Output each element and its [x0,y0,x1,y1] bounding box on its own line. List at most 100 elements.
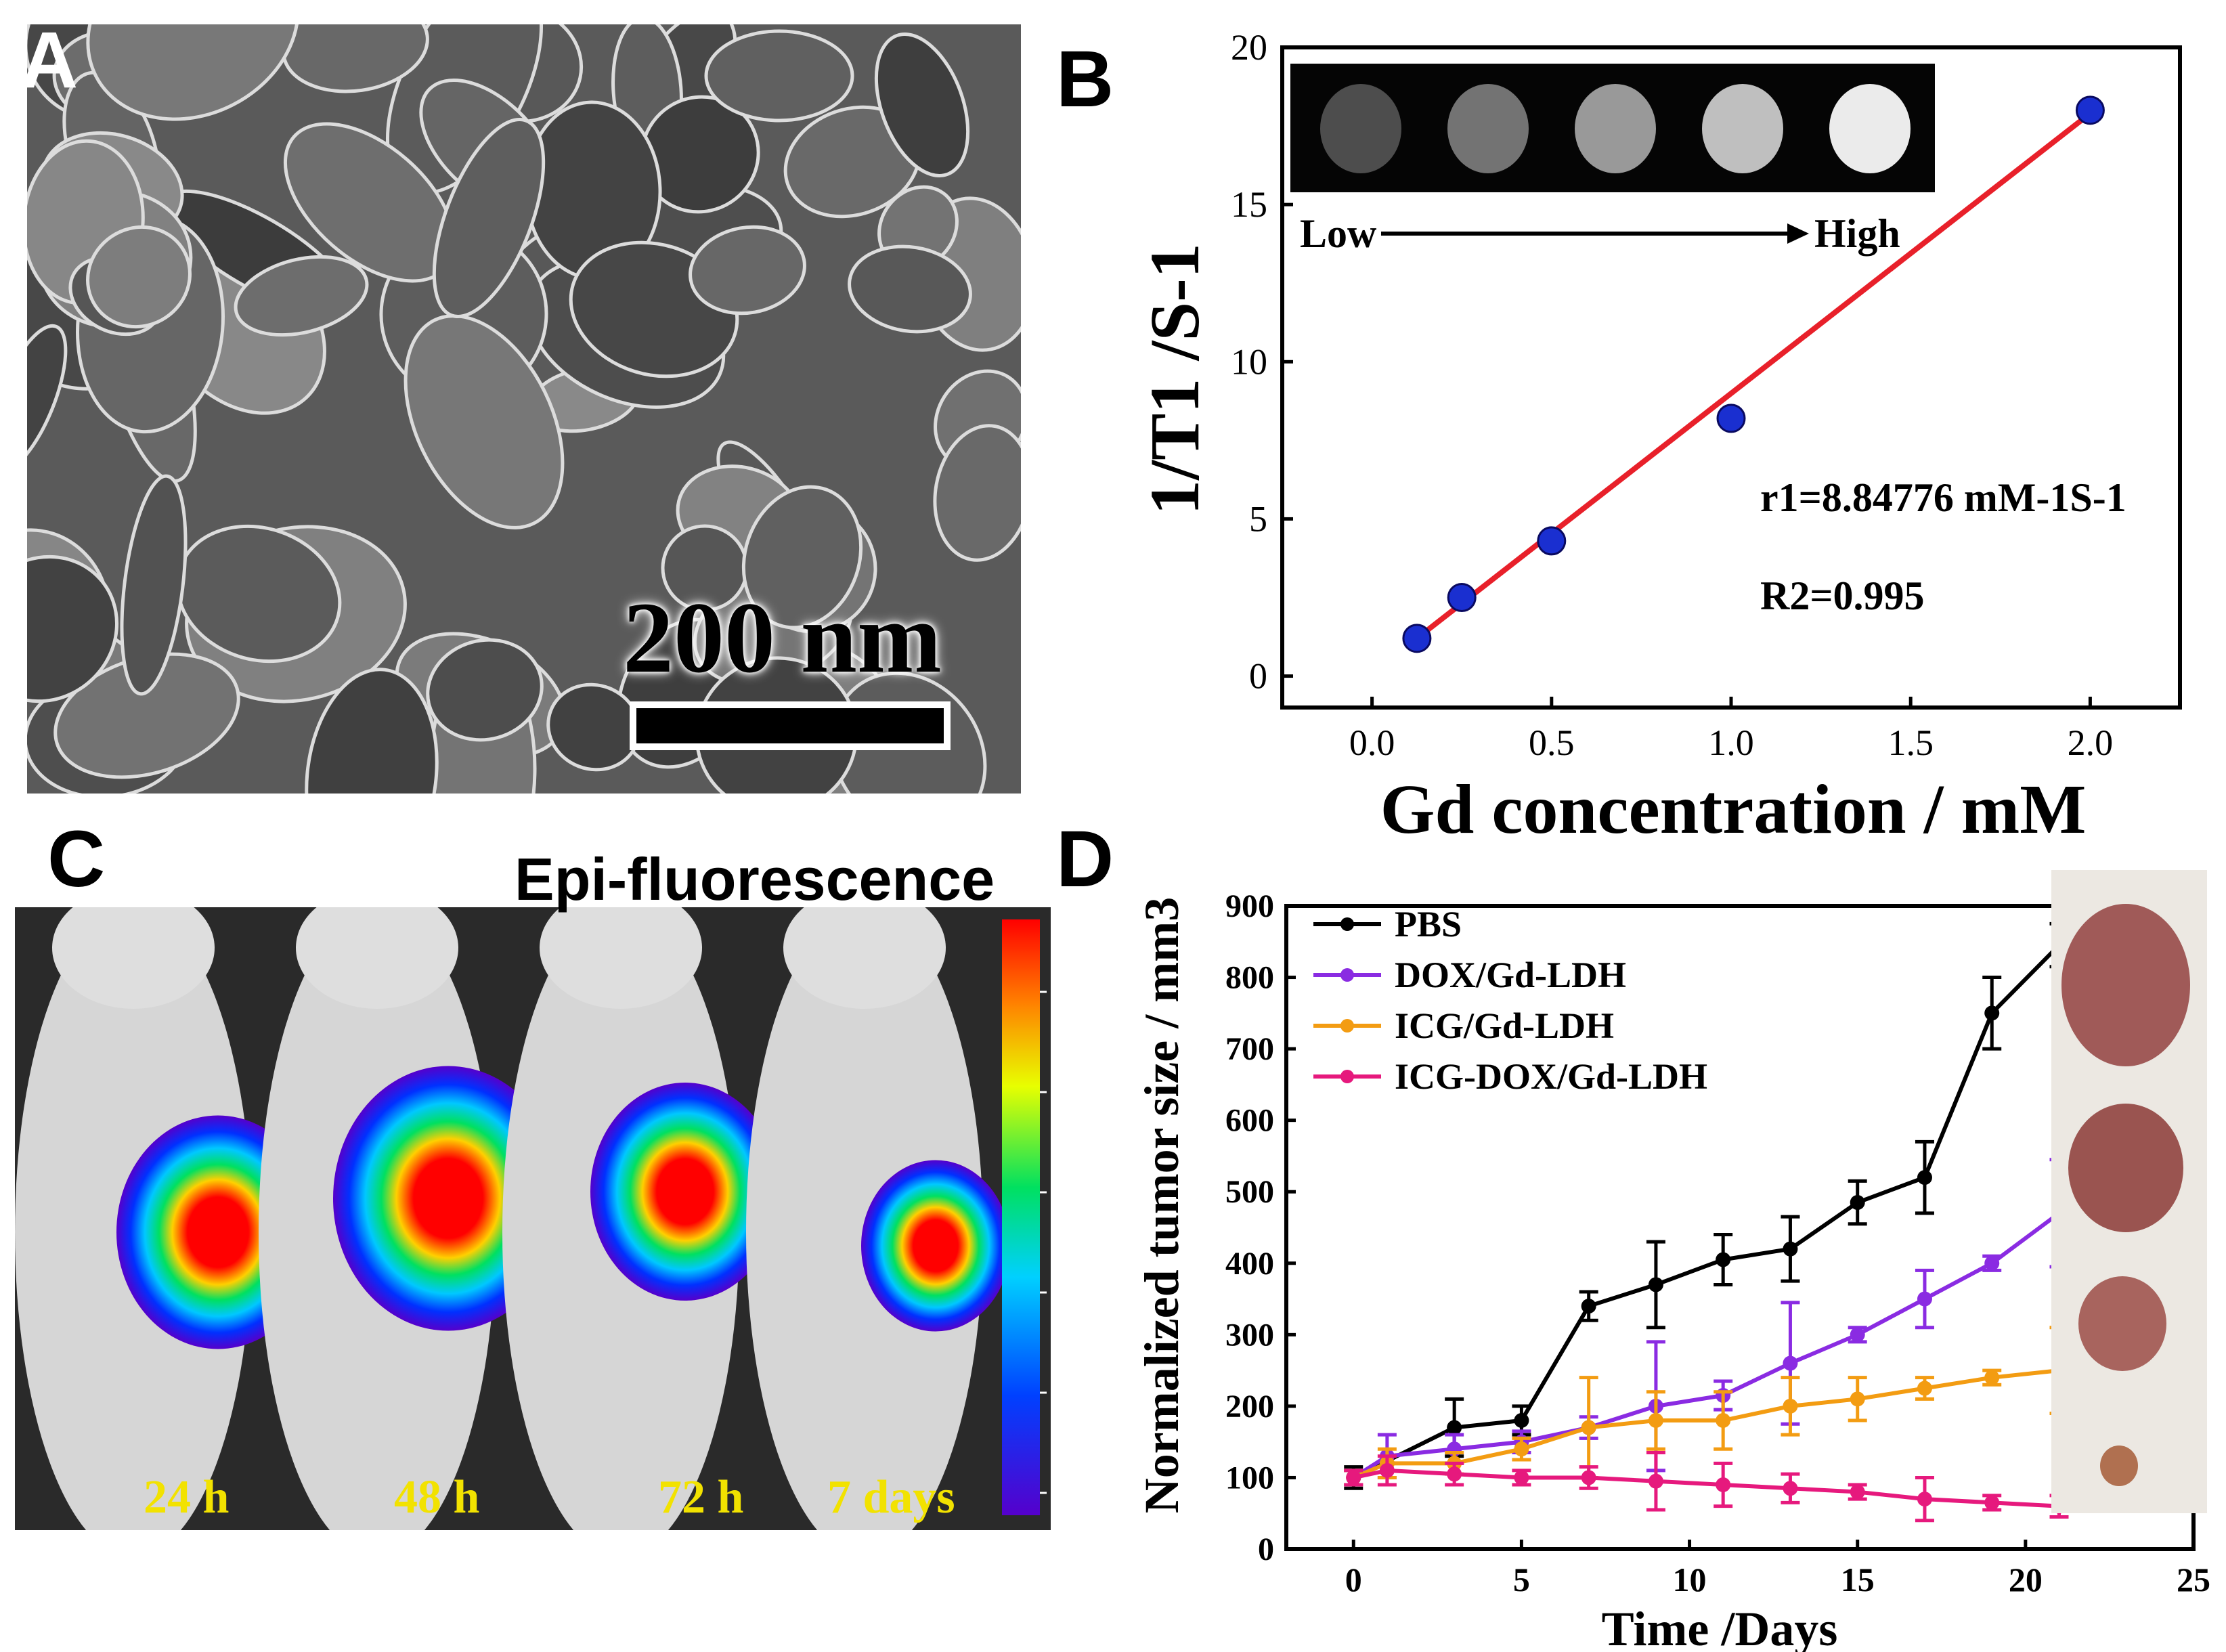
x-tick-label-b: 1.0 [1708,722,1754,763]
x-tick-label-d: 20 [2009,1561,2043,1599]
legend-label: PBS [1395,904,1462,944]
series-line [1353,1368,2059,1480]
x-tick-label-b: 2.0 [2068,722,2114,763]
nanosheet-flake [848,244,972,334]
data-point [1850,1484,1865,1500]
r2-annotation: R2=0.995 [1760,573,1925,618]
arrow-head-icon [1787,223,1809,244]
nanosheet-flake [86,225,192,329]
nanosheet-flake [27,555,118,703]
y-tick-label-d: 600 [1225,1103,1274,1139]
data-point [1783,1355,1798,1371]
y-tick-label-b: 10 [1231,341,1267,382]
x-tick-label-d: 0 [1345,1561,1362,1599]
fluorescence-signal [861,1160,1010,1332]
data-point [1648,1473,1663,1489]
data-point [1984,1005,2000,1021]
data-point [1581,1420,1596,1435]
nanosheet-flake [426,638,544,742]
relaxivity-chart: Low High 0.0 0.5 1.0 1.5 2.0 0 5 10 15 20 r1=8.84… [1136,27,2182,846]
x-tick-label-d: 10 [1673,1561,1707,1599]
data-point [1716,1413,1731,1428]
nanosheet-flake [403,314,565,529]
fit-line [1415,111,2092,641]
panel-label-a: A [20,16,79,105]
legend-label: ICG-DOX/Gd-LDH [1395,1056,1707,1097]
data-point [1447,583,1477,612]
tumor-pbs [2061,904,2190,1066]
data-point [1514,1441,1529,1457]
nanosheet-flake [689,225,806,316]
data-point [2075,95,2105,125]
data-point [1917,1291,1932,1307]
data-point [1648,1413,1663,1428]
data-point [1716,1477,1731,1492]
x-tick-label-d: 25 [2177,1561,2210,1599]
y-tick-label-d: 800 [1225,960,1274,996]
x-tick-label-b: 0.5 [1529,722,1575,763]
y-tick-label-d: 0 [1258,1531,1274,1567]
high-label: High [1814,211,1900,256]
data-point [1917,1381,1932,1396]
colorbar [1002,919,1040,1515]
epi-fluorescence-title: Epi-fluorescence [515,846,995,913]
panel-label-c: C [47,814,106,904]
data-point [1447,1420,1462,1435]
y-axis-title-d: Normalized tumor size / mm3 [1135,897,1189,1513]
y-tick-label-d: 100 [1225,1460,1274,1496]
scale-bar [636,708,944,743]
y-tick-label-b: 0 [1249,656,1267,697]
data-point [1514,1470,1529,1485]
nanosheet-flake [120,474,188,696]
data-point [1850,1327,1865,1343]
fluorescence-signal [590,1083,780,1301]
time-label-24h: 24 h [144,1471,230,1523]
data-point [1716,1252,1731,1267]
fluorescence-image-panel: 24 h 48 h 72 h 7 days [15,907,1051,1530]
mri-spot [1829,84,1911,173]
legend-label: DOX/Gd-LDH [1395,955,1626,995]
data-point [1783,1481,1798,1496]
series-line [1353,1468,2059,1508]
data-point [1850,1195,1865,1211]
mouse-imaging [15,907,1047,1530]
y-tick-label-b: 20 [1231,27,1267,68]
data-point [1346,1470,1361,1485]
scale-bar-label: 200 nm [623,582,942,694]
y-tick-label-d: 500 [1225,1174,1274,1210]
data-point [1716,404,1746,433]
panel-label-d: D [1056,814,1114,904]
y-tick-label-d: 200 [1225,1389,1274,1425]
mri-spot [1447,84,1529,173]
x-tick-label-b: 0.0 [1349,722,1395,763]
x-tick-label-b: 1.5 [1887,722,1934,763]
y-tick-label-b: 5 [1249,498,1267,539]
legend-label: ICG/Gd-LDH [1395,1005,1614,1046]
nanosheet-flake [546,682,641,772]
y-tick-label-d: 400 [1225,1246,1274,1282]
time-label-7days: 7 days [827,1471,955,1523]
nanosheet-flake [86,24,300,121]
series-line [1352,1211,2061,1479]
y-tick-label-d: 300 [1225,1317,1274,1353]
nanosheet-flake [704,29,854,123]
data-point [1447,1466,1462,1482]
data-point [1581,1470,1596,1485]
legend-marker [1340,968,1354,982]
data-point [1850,1391,1865,1407]
mouse-head [296,907,458,1009]
nanosheet-flake [432,117,546,319]
low-label: Low [1300,211,1377,256]
y-axis-title-b: 1/T1 /S-1 [1136,243,1214,515]
nanosheet-flake [741,485,863,630]
tumor-dox [2068,1104,2183,1232]
mouse-body [746,907,983,1530]
legend-marker [1340,917,1354,931]
data-point [1402,624,1432,653]
y-tick-label-d: 700 [1225,1031,1274,1067]
sem-texture [27,24,1021,794]
nanosheet-flake [874,32,970,177]
data-point [1917,1170,1932,1186]
nanosheet-flake [234,255,369,337]
data-point [1379,1462,1395,1478]
